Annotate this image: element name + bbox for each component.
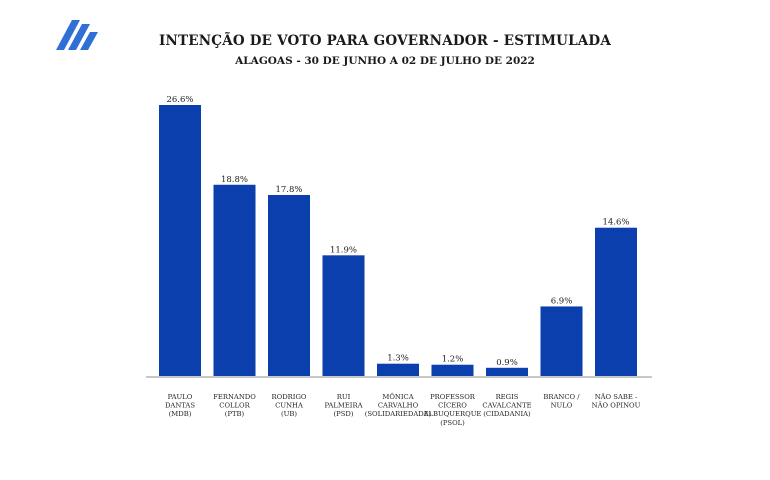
data-label: 11.9% [330,245,357,255]
bar [595,227,637,377]
data-label: 0.9% [496,358,518,368]
category-label: MÔNICA CARVALHO (SOLIDARIEDADE) [365,392,432,418]
category-label: RUI PALMEIRA (PSD) [324,393,362,418]
category-label: BRANCO / NULO [543,393,580,410]
bar [268,194,310,377]
data-label: 14.6% [602,218,629,228]
data-label: 6.9% [551,296,573,306]
bar [431,364,474,377]
bar [322,255,365,377]
data-label: 1.2% [442,355,464,365]
category-label: NÃO SABE -NÃO OPINOU [592,392,641,410]
stacked-chevron-logo-icon [56,20,98,50]
data-label: 1.3% [387,354,409,364]
bar [486,367,528,377]
category-label: PROFESSOR CÍCERO ALBUQUERQUE (PSOL) [423,393,482,427]
category-label: REGIS CAVALCANTE (CIDADANIA) [482,393,531,418]
category-label: FERNANDO COLLOR (PTB) [213,393,256,418]
data-label: 26.6% [166,95,193,105]
category-label: RODRIGO CUNHA (UB) [272,393,307,418]
data-label: 17.8% [275,185,302,195]
bar [377,363,419,377]
bar [159,105,201,377]
data-label: 18.8% [221,175,248,185]
category-label: PAULO DANTAS (MDB) [165,393,195,418]
chart-title: INTENÇÃO DE VOTO PARA GOVERNADOR - ESTIM… [158,33,612,49]
bar [540,306,583,377]
chart-subtitle: ALAGOAS - 30 DE JUNHO A 02 DE JULHO DE 2… [235,55,535,67]
bar [213,184,256,377]
